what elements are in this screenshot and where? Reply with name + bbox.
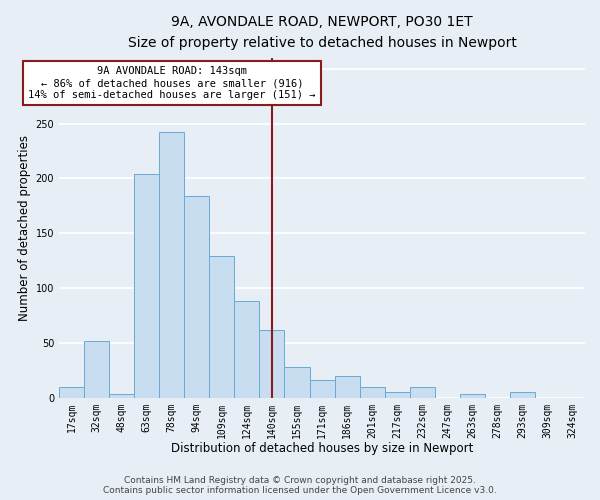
Bar [359,387,385,398]
Text: Contains HM Land Registry data © Crown copyright and database right 2025.
Contai: Contains HM Land Registry data © Crown c… [103,476,497,495]
Bar [410,387,435,398]
Bar [184,196,209,398]
Bar [510,392,535,398]
Bar [134,174,159,398]
X-axis label: Distribution of detached houses by size in Newport: Distribution of detached houses by size … [171,442,473,455]
Y-axis label: Number of detached properties: Number of detached properties [19,134,31,320]
Bar [335,376,359,398]
Bar [284,367,310,398]
Bar [84,340,109,398]
Bar [310,380,335,398]
Text: 9A AVONDALE ROAD: 143sqm
← 86% of detached houses are smaller (916)
14% of semi-: 9A AVONDALE ROAD: 143sqm ← 86% of detach… [28,66,316,100]
Bar [385,392,410,398]
Bar [59,387,84,398]
Bar [109,394,134,398]
Bar [259,330,284,398]
Bar [460,394,485,398]
Title: 9A, AVONDALE ROAD, NEWPORT, PO30 1ET
Size of property relative to detached house: 9A, AVONDALE ROAD, NEWPORT, PO30 1ET Siz… [128,15,517,50]
Bar [235,301,259,398]
Bar [159,132,184,398]
Bar [209,256,235,398]
